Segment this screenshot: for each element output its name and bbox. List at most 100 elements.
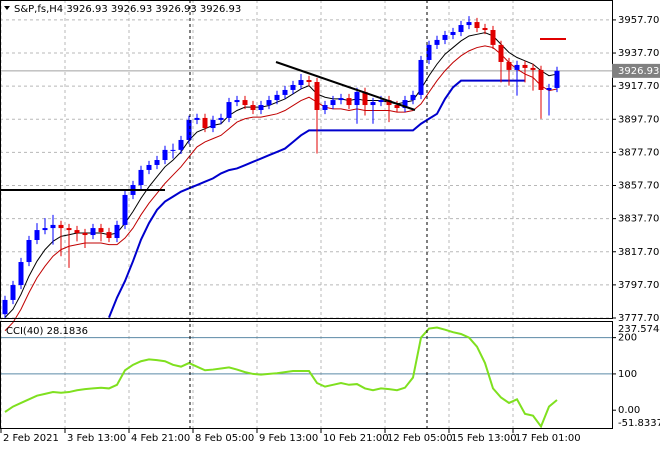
candle-body	[146, 164, 152, 170]
candle-body	[194, 117, 200, 120]
candle-body	[114, 224, 120, 239]
x-tick-label: 9 Feb 13:00	[259, 433, 318, 444]
candle-body	[434, 39, 440, 45]
y-limit-label: 237.5744	[618, 324, 660, 335]
y-tick-label: 3777.70	[618, 313, 659, 324]
candle-body	[250, 105, 256, 110]
candle-body	[410, 94, 416, 101]
candle-body	[234, 100, 240, 103]
candle-body	[42, 228, 48, 231]
x-tick-label: 17 Feb 01:00	[515, 433, 581, 444]
x-tick-label: 10 Feb 21:00	[323, 433, 389, 444]
candle-body	[186, 119, 192, 140]
candle-body	[530, 67, 536, 70]
candle-body	[290, 84, 296, 90]
candle-body	[82, 233, 88, 236]
y-tick-label: 3917.70	[618, 81, 659, 92]
candle-body	[18, 262, 24, 286]
candle-body	[378, 100, 384, 103]
candle-body	[50, 224, 56, 229]
candle-body	[298, 80, 304, 85]
y-tick-label: 3837.70	[618, 214, 659, 225]
candle-body	[554, 70, 560, 88]
candle-body	[402, 100, 408, 109]
candle-body	[66, 228, 72, 231]
candle-body	[338, 98, 344, 101]
overlay: 3777.70 3797.70 3817.70 3837.70 3857.70 3877.…	[0, 15, 660, 444]
candle-body	[394, 105, 400, 109]
candle-body	[474, 22, 480, 29]
candle-body	[506, 61, 512, 70]
candle-body	[314, 82, 320, 110]
y-tick-label: 3897.70	[618, 114, 659, 125]
y-tick-label: 3797.70	[618, 280, 659, 291]
candle-body	[362, 91, 368, 106]
candle-body	[466, 22, 472, 26]
candle-body	[170, 149, 176, 151]
candle-body	[242, 100, 248, 106]
indicator-line	[4, 45, 558, 332]
candle-body	[210, 119, 216, 129]
candle-body	[514, 64, 520, 70]
indicator-line	[4, 32, 558, 318]
menu-arrow	[4, 6, 10, 10]
candle-body	[370, 102, 376, 106]
candle-body	[178, 139, 184, 150]
candle-body	[98, 228, 104, 233]
candle-body	[458, 25, 464, 32]
candle-body	[490, 30, 496, 45]
x-tick-label: 4 Feb 21:00	[131, 433, 190, 444]
price-label: 3926.93	[618, 66, 659, 77]
trend-line	[275, 61, 416, 111]
x-tick-label: 2 Feb 2021	[3, 433, 59, 444]
candle-body	[90, 228, 96, 236]
y-limit-label: -51.8337	[618, 418, 660, 429]
candle-body	[74, 230, 80, 234]
plot	[2, 16, 560, 429]
candle-body	[418, 59, 424, 95]
candle-body	[450, 31, 456, 35]
candle-body	[322, 105, 328, 110]
grid	[0, 0, 612, 429]
cci-frame	[0, 321, 613, 429]
y-tick-label: 3937.70	[618, 48, 659, 59]
candle-body	[522, 64, 528, 68]
y-tick-label: 3857.70	[618, 181, 659, 192]
candle-body	[202, 117, 208, 129]
candle-body	[498, 44, 504, 62]
chart-title: S&P,fs,H4 3926.93 3926.93 3926.93 3926.9…	[14, 4, 241, 15]
y-tick-label: 3877.70	[618, 147, 659, 158]
y-tick-label: 100	[618, 369, 637, 380]
candle-body	[426, 44, 432, 60]
candle-body	[266, 100, 272, 106]
candle-body	[106, 232, 112, 239]
candle-body	[122, 194, 128, 225]
y-tick-label: 0.00	[618, 405, 640, 416]
candle-body	[10, 285, 16, 300]
x-tick-label: 12 Feb 05:00	[387, 433, 453, 444]
candle-body	[2, 299, 8, 315]
price-box	[612, 63, 660, 78]
candle-body	[442, 34, 448, 40]
candle-body	[218, 117, 224, 120]
candle-body	[282, 89, 288, 95]
candle-body	[34, 230, 40, 240]
candle-body	[346, 98, 352, 106]
candle-body	[154, 160, 160, 165]
y-tick-label: 3957.70	[618, 15, 659, 26]
cci-line	[4, 326, 558, 429]
candle-body	[162, 149, 168, 161]
candle-body	[354, 91, 360, 106]
indicator-title: CCI(40) 28.1836	[6, 326, 88, 337]
candle-body	[26, 239, 32, 263]
candle-body	[58, 224, 64, 229]
candle-body	[386, 100, 392, 106]
main-frame	[0, 0, 613, 319]
candle-body	[274, 94, 280, 101]
candle-body	[138, 169, 144, 186]
y-tick-label: 200	[618, 333, 637, 344]
y-tick-label: 3817.70	[618, 247, 659, 258]
